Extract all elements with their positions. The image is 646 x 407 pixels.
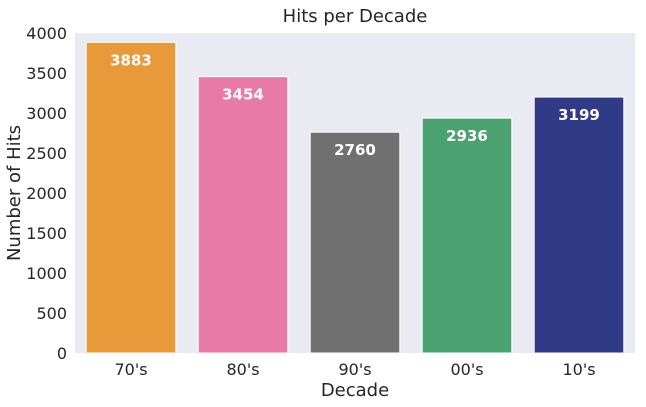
y-tick-label: 3500	[26, 64, 67, 83]
bar-00ss	[421, 117, 513, 354]
bar-90ss	[309, 131, 401, 354]
chart-title: Hits per Decade	[283, 6, 428, 27]
y-tick-label: 2000	[26, 184, 67, 203]
y-axis-label: Number of Hits	[4, 125, 25, 261]
y-tick-label: 3000	[26, 104, 67, 123]
bar-value-label: 3883	[110, 51, 152, 69]
y-tick-label: 500	[36, 304, 67, 323]
x-tick-label: 00's	[450, 360, 483, 379]
x-tick-label: 80's	[226, 360, 259, 379]
x-tick-label: 90's	[338, 360, 371, 379]
bar-value-label: 2936	[446, 127, 488, 145]
y-tick-label: 4000	[26, 24, 67, 43]
x-axis-label: Decade	[321, 380, 389, 401]
y-tick-label: 0	[57, 344, 67, 363]
bar-value-label: 3454	[222, 86, 264, 104]
y-tick-label: 1500	[26, 224, 67, 243]
bar-10ss	[533, 96, 625, 354]
bar-70ss	[85, 41, 177, 354]
x-tick-label: 70's	[114, 360, 147, 379]
bar-value-label: 2760	[334, 141, 376, 159]
bar-80ss	[197, 76, 289, 354]
y-tick-label: 1000	[26, 264, 67, 283]
y-tick-label: 2500	[26, 144, 67, 163]
x-tick-label: 10's	[562, 360, 595, 379]
bar-value-label: 3199	[558, 106, 600, 124]
